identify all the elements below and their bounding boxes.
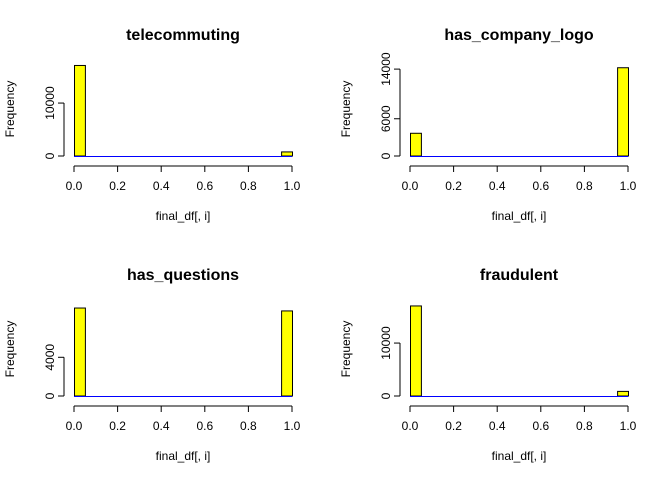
x-tick-label: 0.6 bbox=[196, 419, 213, 433]
x-tick-label: 0.0 bbox=[66, 179, 83, 193]
y-tick-label: 0 bbox=[43, 152, 57, 159]
histogram-bar bbox=[74, 307, 86, 397]
histogram-panel-has-questions: has_questions 0.0 0.2 0.4 0.6 0.8 1.0 final_df[… bbox=[3, 267, 301, 463]
x-axis-label: final_df[, i] bbox=[156, 209, 211, 223]
y-axis-label: Frequency bbox=[339, 81, 353, 138]
y-tick-label: 14000 bbox=[379, 52, 393, 86]
histogram-bar bbox=[617, 67, 629, 157]
histogram-panel-telecommuting: telecommuting 0.0 0.2 0.4 0.6 0.8 1.0 final_df[… bbox=[3, 27, 301, 223]
x-tick-label: 1.0 bbox=[284, 419, 301, 433]
histogram-panel-has-company-logo: has_company_logo 0.0 0.2 0.4 0.6 0.8 1.0 final_… bbox=[339, 27, 637, 223]
x-tick-label: 0.4 bbox=[489, 179, 506, 193]
y-axis-label: Frequency bbox=[3, 81, 17, 138]
x-tick-label: 1.0 bbox=[620, 419, 637, 433]
chart-title: fraudulent bbox=[480, 267, 559, 284]
x-tick-label: 0.8 bbox=[576, 179, 593, 193]
y-tick-label: 10000 bbox=[379, 326, 393, 360]
x-tick-label: 0.2 bbox=[109, 419, 126, 433]
x-tick-label: 0.4 bbox=[153, 419, 170, 433]
x-tick-label: 0.6 bbox=[196, 179, 213, 193]
histogram-bar bbox=[281, 151, 294, 157]
chart-title: has_company_logo bbox=[444, 27, 594, 44]
x-tick-label: 0.8 bbox=[240, 419, 257, 433]
histogram-bar bbox=[410, 305, 422, 397]
x-tick-label: 0.4 bbox=[489, 419, 506, 433]
y-tick-label: 0 bbox=[43, 392, 57, 399]
y-tick-label: 0 bbox=[379, 392, 393, 399]
x-tick-label: 0.2 bbox=[445, 419, 462, 433]
x-tick-label: 0.0 bbox=[66, 419, 83, 433]
y-axis-label: Frequency bbox=[339, 321, 353, 378]
y-tick-label: 10000 bbox=[43, 86, 57, 120]
x-axis-label: final_df[, i] bbox=[492, 449, 547, 463]
histogram-panel-fraudulent: fraudulent 0.0 0.2 0.4 0.6 0.8 1.0 final_df[, i… bbox=[339, 267, 637, 463]
y-tick-label: 4000 bbox=[43, 344, 57, 371]
x-tick-label: 0.2 bbox=[445, 179, 462, 193]
x-tick-label: 1.0 bbox=[284, 179, 301, 193]
chart-title: has_questions bbox=[127, 267, 239, 284]
histogram-bar bbox=[74, 64, 86, 157]
y-tick-label: 0 bbox=[379, 152, 393, 159]
x-tick-label: 0.0 bbox=[402, 419, 419, 433]
x-tick-label: 0.6 bbox=[532, 419, 549, 433]
histogram-bar bbox=[410, 132, 422, 157]
y-tick-label: 6000 bbox=[379, 105, 393, 132]
x-tick-label: 0.0 bbox=[402, 179, 419, 193]
histogram-bar bbox=[281, 310, 294, 397]
x-tick-label: 1.0 bbox=[620, 179, 637, 193]
x-tick-label: 0.6 bbox=[532, 179, 549, 193]
y-axis-label: Frequency bbox=[3, 321, 17, 378]
x-tick-label: 0.4 bbox=[153, 179, 170, 193]
x-axis-label: final_df[, i] bbox=[492, 209, 547, 223]
x-tick-label: 0.2 bbox=[109, 179, 126, 193]
chart-title: telecommuting bbox=[126, 27, 240, 44]
histogram-bar bbox=[617, 390, 629, 397]
x-tick-label: 0.8 bbox=[576, 419, 593, 433]
x-tick-label: 0.8 bbox=[240, 179, 257, 193]
x-axis-label: final_df[, i] bbox=[156, 449, 211, 463]
